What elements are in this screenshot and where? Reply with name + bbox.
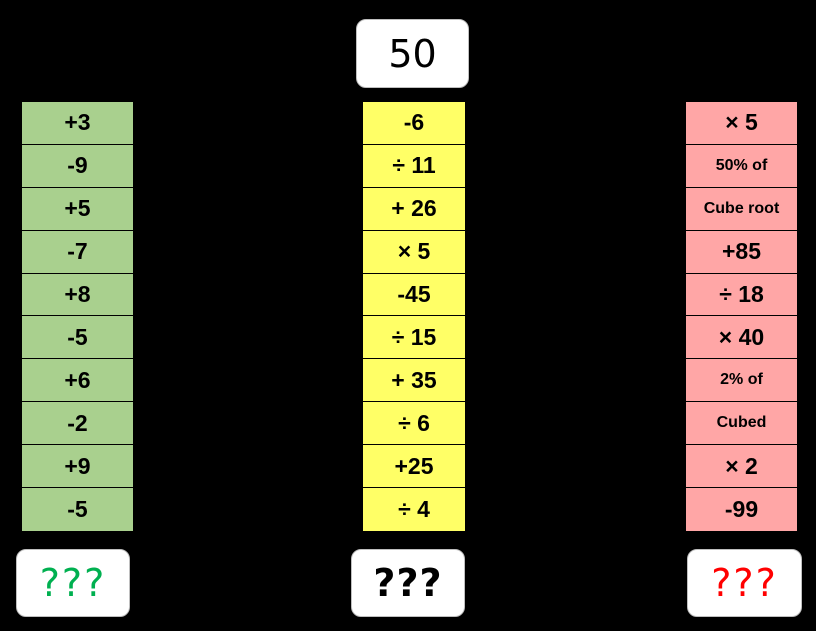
yellow-op-cell: ÷ 4 [363, 488, 465, 531]
green-answer-box: ??? [16, 549, 130, 617]
red-op-cell: 50% of [686, 144, 797, 188]
green-op-cell: -2 [22, 402, 133, 446]
start-number-box: 50 [356, 19, 469, 88]
green-op-cell: -5 [22, 488, 133, 531]
red-op-cell: +85 [686, 230, 797, 274]
yellow-op-cell: +25 [363, 445, 465, 489]
yellow-op-cell: -45 [363, 273, 465, 317]
red-op-cell: Cube root [686, 187, 797, 231]
red-answer: ??? [711, 561, 778, 605]
red-op-cell: -99 [686, 488, 797, 531]
red-op-cell: Cubed [686, 402, 797, 446]
red-answer-box: ??? [687, 549, 802, 617]
start-number: 50 [388, 31, 437, 76]
yellow-op-cell: ÷ 11 [363, 144, 465, 188]
red-op-cell: × 5 [686, 102, 797, 145]
red-op-cell: 2% of [686, 359, 797, 403]
yellow-op-cell: ÷ 15 [363, 316, 465, 360]
red-op-cell: ÷ 18 [686, 273, 797, 317]
red-op-cell: × 2 [686, 445, 797, 489]
red-operations-column: × 5 50% of Cube root +85 ÷ 18 × 40 2% of… [686, 102, 797, 531]
yellow-op-cell: + 26 [363, 187, 465, 231]
yellow-op-cell: + 35 [363, 359, 465, 403]
green-answer: ??? [39, 561, 107, 605]
yellow-answer: ??? [373, 561, 443, 605]
yellow-op-cell: ÷ 6 [363, 402, 465, 446]
yellow-op-cell: -6 [363, 102, 465, 145]
green-op-cell: -7 [22, 230, 133, 274]
green-op-cell: +3 [22, 102, 133, 145]
yellow-operations-column: -6 ÷ 11 + 26 × 5 -45 ÷ 15 + 35 ÷ 6 +25 ÷… [363, 102, 465, 531]
yellow-answer-box: ??? [351, 549, 465, 617]
green-op-cell: +8 [22, 273, 133, 317]
green-op-cell: +6 [22, 359, 133, 403]
green-op-cell: -9 [22, 144, 133, 188]
yellow-op-cell: × 5 [363, 230, 465, 274]
red-op-cell: × 40 [686, 316, 797, 360]
green-op-cell: +9 [22, 445, 133, 489]
green-op-cell: -5 [22, 316, 133, 360]
green-op-cell: +5 [22, 187, 133, 231]
green-operations-column: +3 -9 +5 -7 +8 -5 +6 -2 +9 -5 [22, 102, 133, 531]
